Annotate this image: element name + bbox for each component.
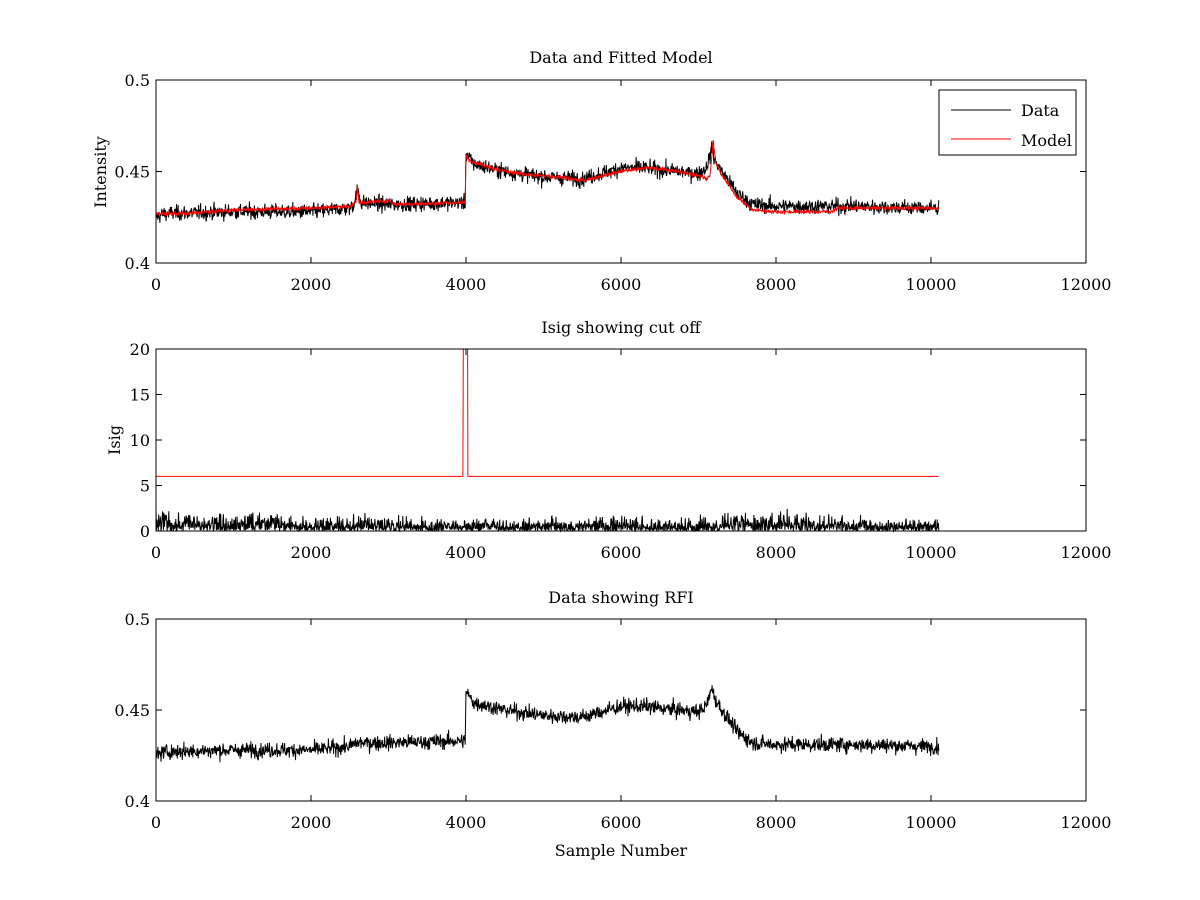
x-tick-label: 8000 [756,543,797,562]
series-line-2-data [155,685,940,763]
y-tick-label: 0.5 [125,610,150,629]
x-tick-label: 2000 [291,813,332,832]
x-tick-label: 0 [151,813,161,832]
x-tick-label: 0 [151,543,161,562]
chart-title-1: Isig showing cut off [541,318,702,337]
x-tick-label: 8000 [756,813,797,832]
x-tick-label: 4000 [446,275,487,294]
x-tick-label: 12000 [1061,275,1112,294]
x-tick-label: 12000 [1061,813,1112,832]
legend: Data Model [938,89,1077,156]
ticks-0: 0 2000 4000 6000 8000 10000 12000 0.4 0.45 0.5 [114,71,1111,294]
legend-label-model: Model [1021,131,1072,150]
x-tick-label: 10000 [906,275,957,294]
legend-label-data: Data [1021,101,1060,120]
chart-title-0: Data and Fitted Model [529,48,712,67]
series-line-0-model [156,140,940,217]
series-line-0-data [155,141,940,223]
plot-area-2 [155,685,940,763]
ticks-2: 0 2000 4000 6000 8000 10000 12000 0.4 0.45 0.5 [114,610,1111,832]
series-line-1-isig [155,508,940,533]
y-tick-label: 0.45 [114,163,150,182]
y-tick-label: 10 [130,431,150,450]
panel-data-showing-rfi: 0 2000 4000 6000 8000 10000 12000 0.4 0.45 0.5 Da… [114,588,1111,860]
y-axis-label-1: Isig [105,425,124,455]
x-tick-label: 6000 [601,813,642,832]
x-tick-label: 2000 [291,275,332,294]
y-tick-label: 20 [130,340,150,359]
x-tick-label: 2000 [291,543,332,562]
y-tick-label: 0.4 [125,254,150,273]
plot-area-0 [155,140,940,223]
y-tick-label: 0.45 [114,701,150,720]
x-tick-label: 10000 [906,813,957,832]
x-tick-label: 4000 [446,813,487,832]
y-tick-label: 0.4 [125,792,150,811]
x-axis-label: Sample Number [555,841,688,860]
x-tick-label: 12000 [1061,543,1112,562]
y-tick-label: 5 [140,477,150,496]
ticks-1: 0 2000 4000 6000 8000 10000 12000 0 5 10 15 20 [130,340,1112,562]
x-tick-label: 6000 [601,543,642,562]
x-tick-label: 8000 [756,275,797,294]
x-tick-label: 4000 [446,543,487,562]
y-tick-label: 0.5 [125,71,150,90]
y-tick-label: 0 [140,522,150,541]
x-tick-label: 10000 [906,543,957,562]
y-axis-label-0: Intensity [91,136,110,208]
x-tick-label: 0 [151,275,161,294]
y-tick-label: 15 [130,386,150,405]
x-tick-label: 6000 [601,275,642,294]
legend-box [938,89,1077,156]
panel-data-and-fitted-model: 0 2000 4000 6000 8000 10000 12000 0.4 0.45 0.5 Da… [91,48,1111,294]
panel-isig-cut-off: 0 2000 4000 6000 8000 10000 12000 0 5 10 15 20 Isig… [105,318,1111,562]
chart-title-2: Data showing RFI [548,588,693,607]
